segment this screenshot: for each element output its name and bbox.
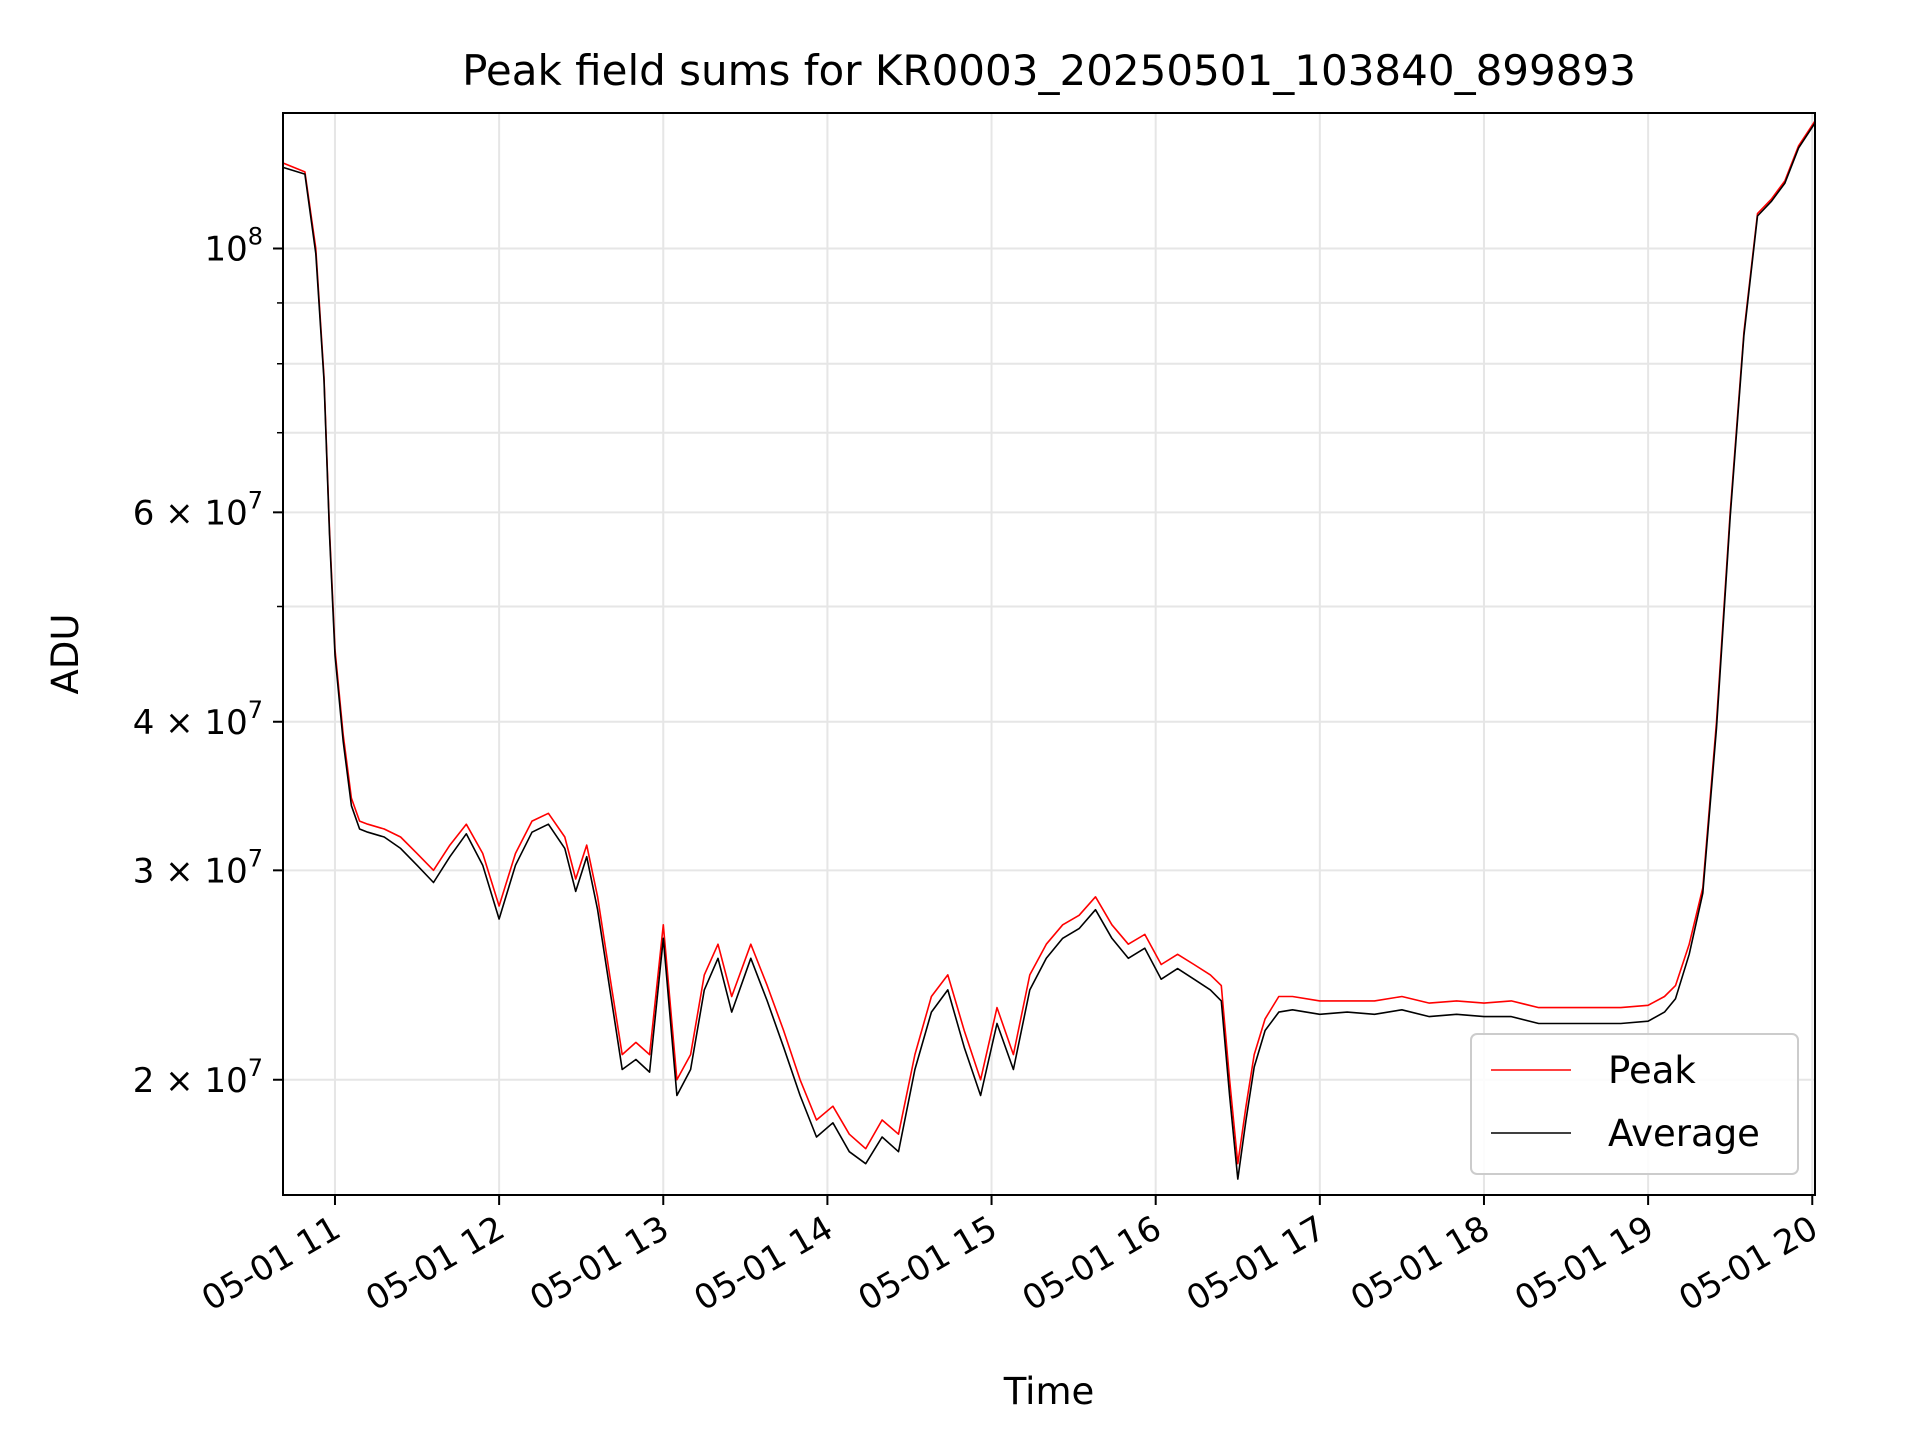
y-tick-label-base: 3 × 10: [133, 851, 248, 891]
y-tick-label-exponent: 7: [248, 696, 263, 724]
y-tick-label: 2 × 107: [133, 1054, 263, 1101]
x-axis-label: Time: [1003, 1370, 1095, 1413]
plot-area: [283, 113, 1815, 1195]
legend-box: [1470, 1033, 1799, 1175]
series-line-peak: [282, 120, 1816, 1165]
y-tick-label-base: 4 × 10: [133, 703, 248, 743]
series-line-average: [282, 122, 1816, 1180]
grid: [283, 113, 1815, 1195]
y-tick-label: 6 × 107: [133, 486, 263, 533]
y-axis-label: ADU: [44, 614, 87, 695]
y-tick-label: 108: [204, 223, 263, 270]
plot-frame: [282, 112, 1816, 1196]
chart-title: Peak field sums for KR0003_20250501_1038…: [462, 46, 1636, 95]
y-tick-label-exponent: 7: [248, 844, 263, 872]
legend-label-average: Average: [1608, 1112, 1760, 1155]
y-tick-label-base: 6 × 10: [133, 493, 248, 533]
y-tick-label-base: 2 × 10: [133, 1061, 248, 1101]
y-tick-label-exponent: 7: [248, 486, 263, 514]
series-lines: [282, 120, 1816, 1180]
y-tick-label: 3 × 107: [133, 844, 263, 891]
y-tick-label-exponent: 7: [248, 1054, 263, 1082]
y-tick-label: 4 × 107: [133, 696, 263, 743]
y-tick-label-base: 10: [204, 230, 247, 270]
y-tick-label-exponent: 8: [248, 223, 263, 251]
legend: Peak Average: [1470, 1033, 1799, 1175]
legend-label-peak: Peak: [1608, 1049, 1696, 1092]
